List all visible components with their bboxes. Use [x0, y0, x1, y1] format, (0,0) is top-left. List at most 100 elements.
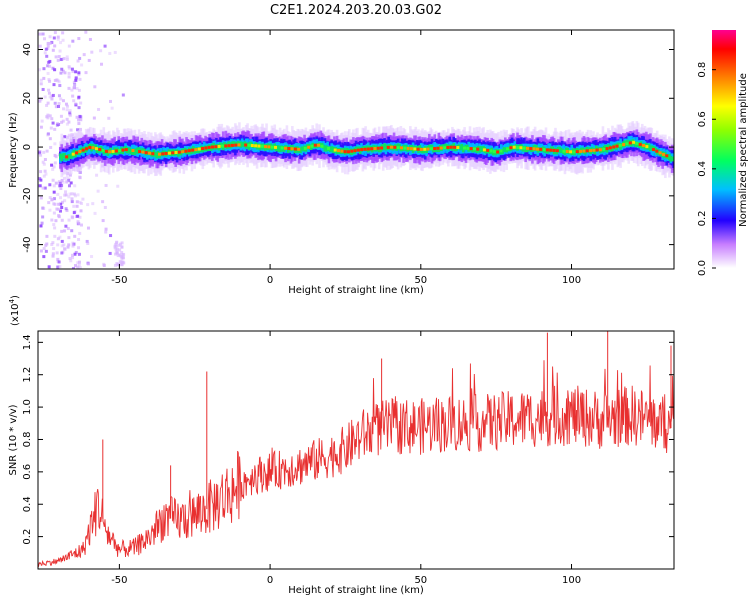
heatmap-noise-cell [76, 193, 80, 197]
heatmap-core-cell [81, 148, 85, 152]
heatmap-band-cell [61, 153, 65, 159]
colorbar-tick-label-0: 0.0 [697, 260, 708, 276]
heatmap-band-cell [388, 144, 392, 150]
heatmap-noise-cell [70, 253, 74, 257]
heatmap-noise-cell [86, 242, 90, 246]
heatmap-core-cell [346, 150, 350, 154]
heatmap-noise-cell [78, 77, 82, 81]
heatmap-noise-cell [86, 262, 90, 266]
colorbar-tick-label-3: 0.6 [697, 111, 708, 127]
heatmap-plot-area [38, 30, 674, 269]
heatmap-y-tick-label-3: 20 [22, 92, 33, 105]
heatmap-noise-cell [57, 104, 61, 108]
heatmap-core-cell [88, 145, 92, 149]
heatmap-band-cell [113, 147, 116, 154]
heatmap-noise-cell [76, 128, 80, 132]
heatmap-band-cell [647, 143, 651, 150]
heatmap-band-cell [354, 146, 358, 152]
heatmap-core-cell [426, 147, 430, 151]
heatmap-core-cell [509, 146, 513, 150]
heatmap-core-cell [204, 146, 208, 150]
heatmap-core-cell [138, 150, 142, 154]
heatmap-noise-cell [100, 62, 104, 66]
heatmap-noise-cell [63, 176, 67, 180]
heatmap-noise-cell [67, 218, 71, 222]
heatmap-noise-cell [53, 78, 57, 82]
heatmap-noise-cell [39, 78, 43, 82]
heatmap-noise-cell [68, 257, 72, 261]
heatmap-core-cell [197, 147, 201, 151]
heatmap-band-cell [330, 146, 333, 152]
heatmap-band-cell [88, 143, 92, 149]
heatmap-noise-cell [45, 234, 49, 238]
heatmap-noise-cell [75, 87, 79, 91]
heatmap-noise-cell [57, 260, 61, 264]
heatmap-noise-cell [52, 83, 56, 87]
heatmap-band-cell [262, 143, 266, 149]
heatmap-core-cell [635, 141, 639, 145]
heatmap-band-cell [650, 145, 654, 150]
heatmap-noise-cell [71, 267, 75, 269]
heatmap-noise-cell [114, 242, 118, 246]
snr-x-tick-label-1: 0 [267, 575, 273, 586]
heatmap-noise-cell [42, 255, 46, 259]
heatmap-core-cell [171, 151, 175, 155]
heatmap-noise-cell [44, 172, 48, 176]
heatmap-core-cell [327, 146, 331, 150]
heatmap-band-cell [567, 149, 571, 155]
heatmap-noise-cell [38, 184, 42, 188]
heatmap-noise-cell [56, 37, 60, 41]
heatmap-noise-cell [39, 178, 43, 182]
heatmap-noise-cell [70, 229, 74, 233]
heatmap-noise-cell [88, 37, 92, 41]
heatmap-noise-cell [78, 266, 82, 269]
heatmap-noise-cell [91, 202, 95, 206]
heatmap-noise-cell [86, 203, 90, 207]
heatmap-noise-cell [49, 145, 53, 149]
heatmap-noise-cell [54, 55, 58, 59]
heatmap-core-cell [632, 140, 636, 144]
heatmap-band-cell [508, 147, 511, 152]
heatmap-noise-cell [46, 44, 50, 48]
snr-y-tick-label-1: 0.4 [22, 496, 33, 512]
heatmap-y-tick-label-4: 40 [22, 43, 33, 56]
heatmap-noise-cell [120, 263, 124, 267]
heatmap-noise-cell [72, 204, 76, 208]
heatmap-band-cell [155, 152, 159, 159]
heatmap-noise-cell [39, 97, 43, 101]
heatmap-core-cell [409, 147, 413, 151]
heatmap-noise-cell [43, 95, 47, 99]
heatmap-noise-cell [77, 122, 81, 126]
heatmap-noise-cell [71, 256, 75, 260]
heatmap-noise-cell [60, 251, 64, 255]
heatmap-noise-cell [65, 122, 69, 126]
heatmap-x-tick-label-1: 0 [267, 275, 273, 286]
heatmap-noise-cell [77, 106, 81, 110]
heatmap-noise-cell [72, 192, 76, 196]
heatmap-noise-cell [44, 249, 48, 253]
heatmap-core-cell [177, 150, 181, 154]
heatmap-noise-cell [52, 190, 56, 194]
heatmap-band-cell [135, 148, 138, 153]
heatmap-noise-cell [53, 31, 57, 35]
heatmap-noise-cell [43, 37, 47, 41]
heatmap-noise-cell [72, 242, 76, 246]
heatmap-noise-cell [115, 247, 119, 251]
heatmap-core-cell [360, 148, 364, 152]
heatmap-noise-cell [57, 180, 61, 184]
heatmap-noise-cell [39, 196, 43, 200]
heatmap-band-cell [292, 146, 295, 151]
heatmap-noise-cell [53, 68, 57, 72]
heatmap-noise-cell [63, 199, 67, 203]
heatmap-noise-cell [67, 66, 71, 70]
heatmap-noise-cell [67, 120, 71, 124]
heatmap-noise-cell [77, 252, 81, 256]
heatmap-core-cell [406, 146, 410, 150]
heatmap-core-cell [157, 152, 161, 156]
heatmap-noise-cell [79, 101, 83, 105]
heatmap-noise-cell [71, 215, 75, 219]
heatmap-core-cell [333, 148, 337, 152]
heatmap-core-cell [373, 146, 377, 150]
heatmap-x-tick-label-2: 50 [414, 275, 427, 286]
heatmap-noise-cell [48, 196, 52, 200]
